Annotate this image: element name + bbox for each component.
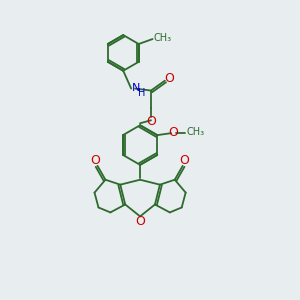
Text: O: O — [168, 126, 178, 139]
Text: O: O — [164, 72, 174, 85]
Text: CH₃: CH₃ — [187, 127, 205, 137]
Text: O: O — [91, 154, 100, 167]
Text: CH₃: CH₃ — [154, 33, 172, 43]
Text: H: H — [138, 88, 146, 98]
Text: O: O — [146, 115, 156, 128]
Text: O: O — [180, 154, 190, 167]
Text: O: O — [135, 215, 145, 228]
Text: N: N — [132, 82, 140, 93]
